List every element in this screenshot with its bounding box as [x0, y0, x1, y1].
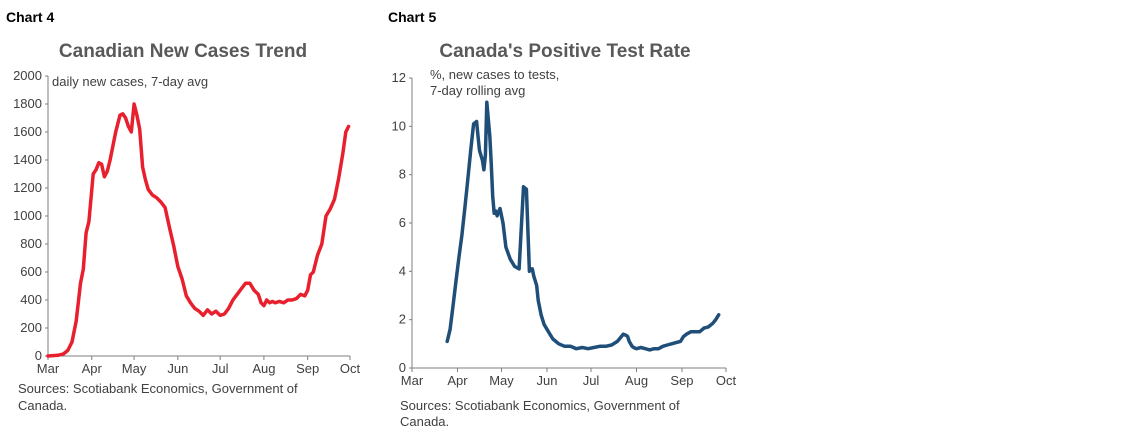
chart-5-annotation-line-2: 7-day rolling avg [430, 83, 525, 98]
y-tick-label: 200 [20, 320, 42, 335]
x-tick-label: Apr [447, 373, 468, 388]
y-tick-label: 10 [392, 118, 406, 133]
x-tick-label: May [122, 361, 147, 376]
x-tick-label: Oct [340, 361, 361, 376]
chart-4-x-tick-marks [47, 356, 351, 360]
chart-5-source-line-2: Canada. [400, 414, 449, 429]
y-tick-label: 6 [399, 215, 406, 230]
chart-4-x-ticks: Mar Apr May Jun Jul Aug Sep Oct [37, 361, 361, 376]
y-tick-label: 2 [399, 312, 406, 327]
chart-5-y-ticks: 0 2 4 6 8 10 12 [392, 70, 412, 375]
chart-4-y-ticks: 0 200 400 600 800 1000 1200 1400 1600 1800 2000 [13, 68, 48, 363]
x-tick-label: Sep [296, 361, 319, 376]
y-tick-label: 4 [399, 263, 406, 278]
y-tick-label: 0 [399, 360, 406, 375]
x-tick-label: Jul [212, 361, 229, 376]
chart-4-svg: Canadian New Cases Trend daily new cases… [13, 41, 361, 413]
chart-5-svg: Canada's Positive Test Rate %, new cases… [392, 41, 737, 429]
x-tick-label: Mar [401, 373, 424, 388]
y-tick-label: 1200 [13, 180, 42, 195]
chart-4-panel: Chart 4 Canadian New Cases Trend daily n… [0, 0, 380, 439]
chart-5-annotation-line-1: %, new cases to tests, [430, 67, 559, 82]
x-tick-label: Aug [252, 361, 275, 376]
chart-4-annotation: daily new cases, 7-day avg [52, 74, 208, 89]
chart-5-source-line-1: Sources: Scotiabank Economics, Governmen… [400, 398, 680, 413]
x-tick-label: Jun [167, 361, 188, 376]
chart-4-source-line-2: Canada. [18, 398, 67, 413]
chart-4-title: Canadian New Cases Trend [59, 41, 307, 62]
chart-5-label: Chart 5 [388, 9, 437, 25]
y-tick-label: 1800 [13, 96, 42, 111]
y-tick-label: 600 [20, 264, 42, 279]
chart-5-panel: Chart 5 Canada's Positive Test Rate %, n… [382, 0, 752, 439]
y-tick-label: 1400 [13, 152, 42, 167]
y-tick-label: 800 [20, 236, 42, 251]
y-tick-label: 2000 [13, 68, 42, 83]
chart-5-x-tick-marks [411, 368, 727, 372]
y-tick-label: 8 [399, 167, 406, 182]
y-tick-label: 1600 [13, 124, 42, 139]
x-tick-label: Oct [716, 373, 737, 388]
chart-5-positivity-line [445, 100, 721, 352]
y-tick-label: 12 [392, 70, 406, 85]
x-tick-label: Apr [82, 361, 103, 376]
y-tick-label: 0 [35, 348, 42, 363]
chart-4-label: Chart 4 [6, 9, 55, 25]
chart-4-source-line-1: Sources: Scotiabank Economics, Governmen… [18, 381, 298, 396]
y-tick-label: 1000 [13, 208, 42, 223]
chart-4-cases-line [46, 102, 351, 358]
chart-5-title: Canada's Positive Test Rate [439, 41, 690, 62]
y-tick-label: 400 [20, 292, 42, 307]
chart-5-x-ticks: Mar Apr May Jun Jul Aug Sep Oct [401, 373, 737, 388]
x-tick-label: Jul [583, 373, 600, 388]
x-tick-label: Aug [625, 373, 648, 388]
x-tick-label: Sep [670, 373, 693, 388]
x-tick-label: May [489, 373, 514, 388]
x-tick-label: Mar [37, 361, 60, 376]
x-tick-label: Jun [537, 373, 558, 388]
